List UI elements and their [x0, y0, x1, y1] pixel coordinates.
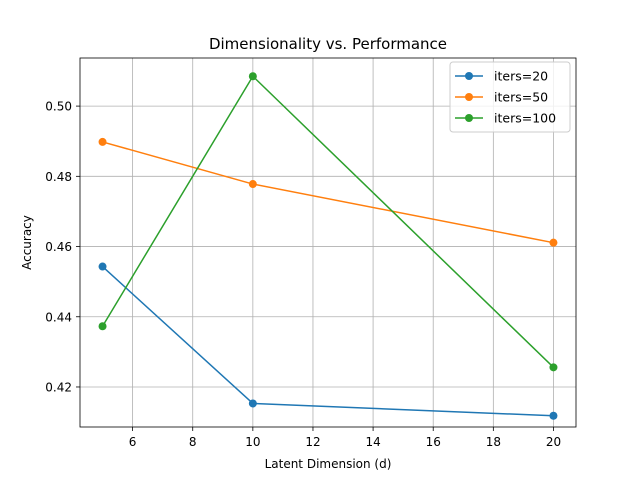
series-iters-20 [98, 262, 558, 420]
x-tick-label: 14 [365, 435, 380, 449]
data-point [549, 363, 558, 372]
x-tick-label: 8 [189, 435, 197, 449]
legend-swatch-marker [465, 93, 473, 101]
x-tick-label: 20 [546, 435, 561, 449]
y-tick-label: 0.48 [45, 170, 72, 184]
legend: iters=20 iters=50 iters=100 [449, 61, 571, 133]
data-point [248, 72, 257, 81]
x-tick-label: 6 [129, 435, 137, 449]
y-tick-label: 0.44 [45, 310, 72, 324]
y-axis-ticks: 0.42 0.44 0.46 0.48 0.50 [45, 100, 80, 394]
x-axis-label: Latent Dimension (d) [265, 457, 392, 471]
series-layer [98, 72, 558, 420]
x-tick-label: 18 [486, 435, 501, 449]
legend-label: iters=100 [494, 111, 556, 126]
x-tick-label: 10 [245, 435, 260, 449]
legend-label: iters=20 [494, 69, 548, 84]
x-tick-label: 12 [305, 435, 320, 449]
data-point [98, 137, 107, 146]
data-point [248, 399, 257, 408]
plot-frame [79, 57, 577, 428]
data-point [98, 262, 107, 271]
legend-swatch-marker [465, 114, 473, 122]
legend-box [449, 61, 571, 133]
y-tick-label: 0.42 [45, 380, 72, 394]
x-tick-label: 16 [426, 435, 441, 449]
chart-title: Dimensionality vs. Performance [209, 35, 447, 53]
data-point [549, 411, 558, 420]
legend-swatch-marker [465, 72, 473, 80]
series-iters-100 [98, 72, 558, 372]
series-iters-50 [98, 137, 558, 247]
data-point [98, 322, 107, 331]
y-tick-label: 0.50 [45, 100, 72, 114]
data-point [549, 238, 558, 247]
data-point [248, 180, 257, 189]
x-axis-ticks: 6 8 10 12 14 16 18 20 [129, 427, 561, 449]
legend-label: iters=50 [494, 90, 548, 105]
y-tick-label: 0.46 [45, 240, 72, 254]
y-axis-label: Accuracy [20, 215, 34, 270]
